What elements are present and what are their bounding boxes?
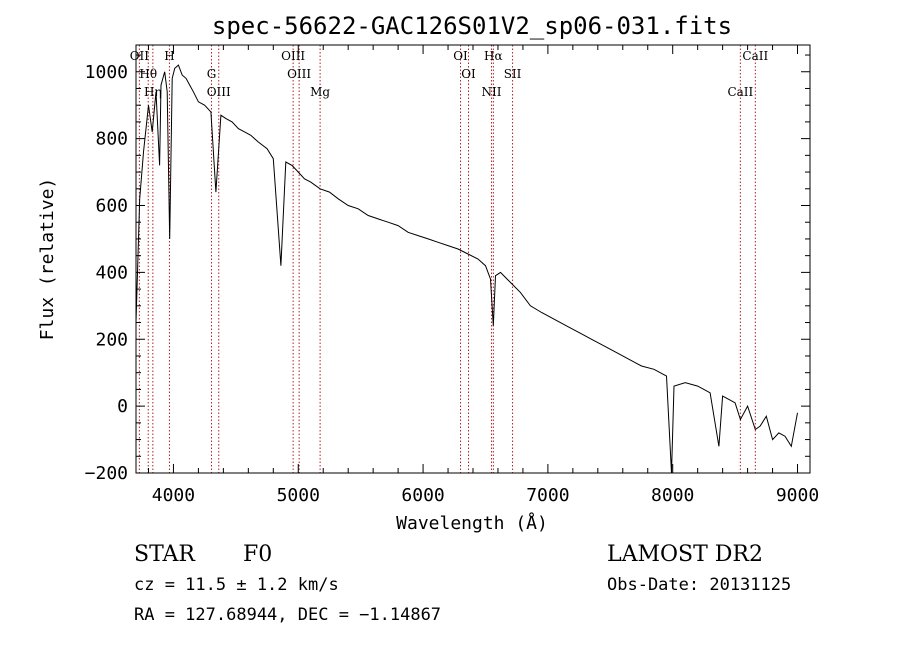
spectrum-line [135,64,798,474]
y-tick-label: −200 [85,463,128,484]
line-marker-label: SII [504,67,522,81]
line-marker-label: Hα [484,49,503,63]
y-tick-label: 0 [117,396,128,417]
line-marker-label: Hη [144,85,162,99]
x-tick-label: 9000 [776,485,819,506]
line-marker-label: OI [453,49,468,63]
line-marker-label: OII [130,49,150,63]
y-tick-label: 200 [95,329,128,350]
redshift-cz: cz = 11.5 ± 1.2 km/s [134,575,339,595]
line-marker-label: CaII [742,49,768,63]
plot-frame [135,44,811,474]
x-tick-label: 6000 [401,485,444,506]
x-tick-label: 5000 [277,485,320,506]
line-marker-label: OIII [287,67,311,81]
line-marker-label: OIII [207,85,231,99]
line-marker-label: G [207,67,217,81]
line-marker-label: OIII [281,49,305,63]
observation-date: Obs-Date: 20131125 [607,575,791,595]
line-marker-label: Hθ [139,67,157,81]
y-tick-label: 400 [95,262,128,283]
line-marker-label: NII [481,85,501,99]
y-tick-label: 1000 [85,62,128,83]
y-tick-label: 600 [95,196,128,217]
y-axis-ticks: −200 0 200 400 600 800 1000 [85,54,810,484]
x-tick-label: 7000 [526,485,569,506]
x-tick-label: 8000 [651,485,694,506]
spectral-line-markers [138,45,756,473]
chart-title: spec-56622-GAC126S01V2_sp06-031.fits [212,12,732,40]
survey-name: LAMOST DR2 [607,542,763,567]
object-class: STAR [134,542,196,567]
line-marker-label: OI [461,67,476,81]
line-marker-label: Mg [310,85,330,99]
y-tick-label: 800 [95,129,128,150]
line-marker-label: H [164,49,174,63]
y-axis-label: Flux (relative) [37,178,58,341]
x-tick-label: 4000 [152,485,195,506]
spectral-subclass: F0 [243,542,272,567]
line-marker-label: CaII [727,85,753,99]
x-axis-label: Wavelength (Å) [396,512,548,534]
sky-coordinates: RA = 127.68944, DEC = −1.14867 [134,605,441,625]
x-axis-ticks: 4000 5000 6000 7000 8000 9000 [147,45,819,506]
